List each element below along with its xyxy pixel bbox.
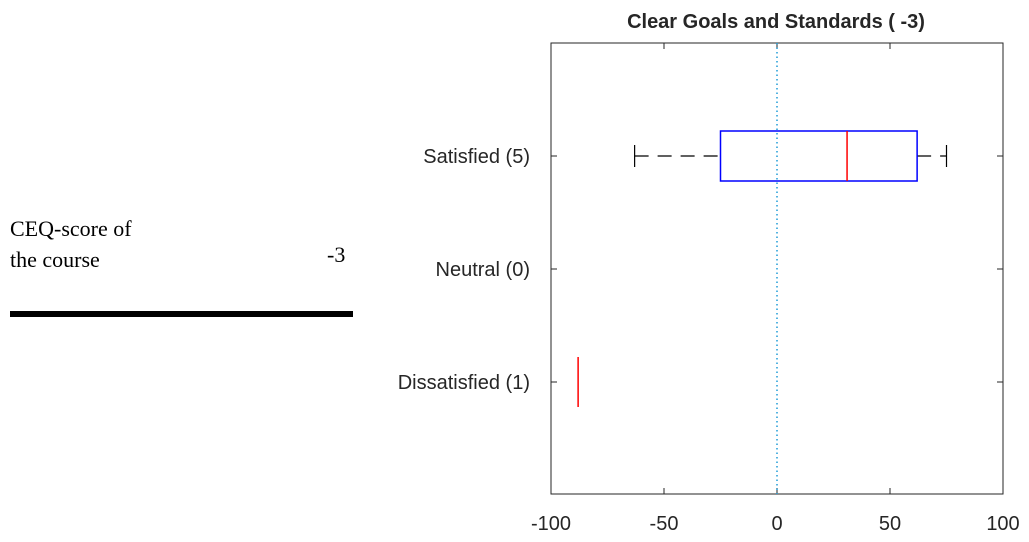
category-label: Neutral (0) xyxy=(436,259,530,281)
chart-title: Clear Goals and Standards ( -3) xyxy=(627,11,925,33)
x-tick-label: 100 xyxy=(986,513,1019,535)
x-tick-label: -100 xyxy=(531,513,571,535)
ceq-score-label: CEQ-score of the course xyxy=(10,213,210,275)
box-iqr xyxy=(719,130,918,182)
x-tick-label: 0 xyxy=(771,513,782,535)
category-label: Satisfied (5) xyxy=(423,146,530,168)
box-layer xyxy=(577,130,948,407)
table-rule xyxy=(10,311,353,317)
ceq-score-label-line1: CEQ-score of xyxy=(10,216,132,241)
category-label: Dissatisfied (1) xyxy=(398,372,530,394)
x-tick-label: -50 xyxy=(650,513,679,535)
ceq-score-value: -3 xyxy=(327,242,346,267)
ceq-score-label-line2: the course xyxy=(10,247,100,272)
axis-layer: -100 -50 0 50 100 Satisfied (5) Neutral (0) Dis… xyxy=(398,42,1020,535)
x-tick-label: 50 xyxy=(879,513,901,535)
